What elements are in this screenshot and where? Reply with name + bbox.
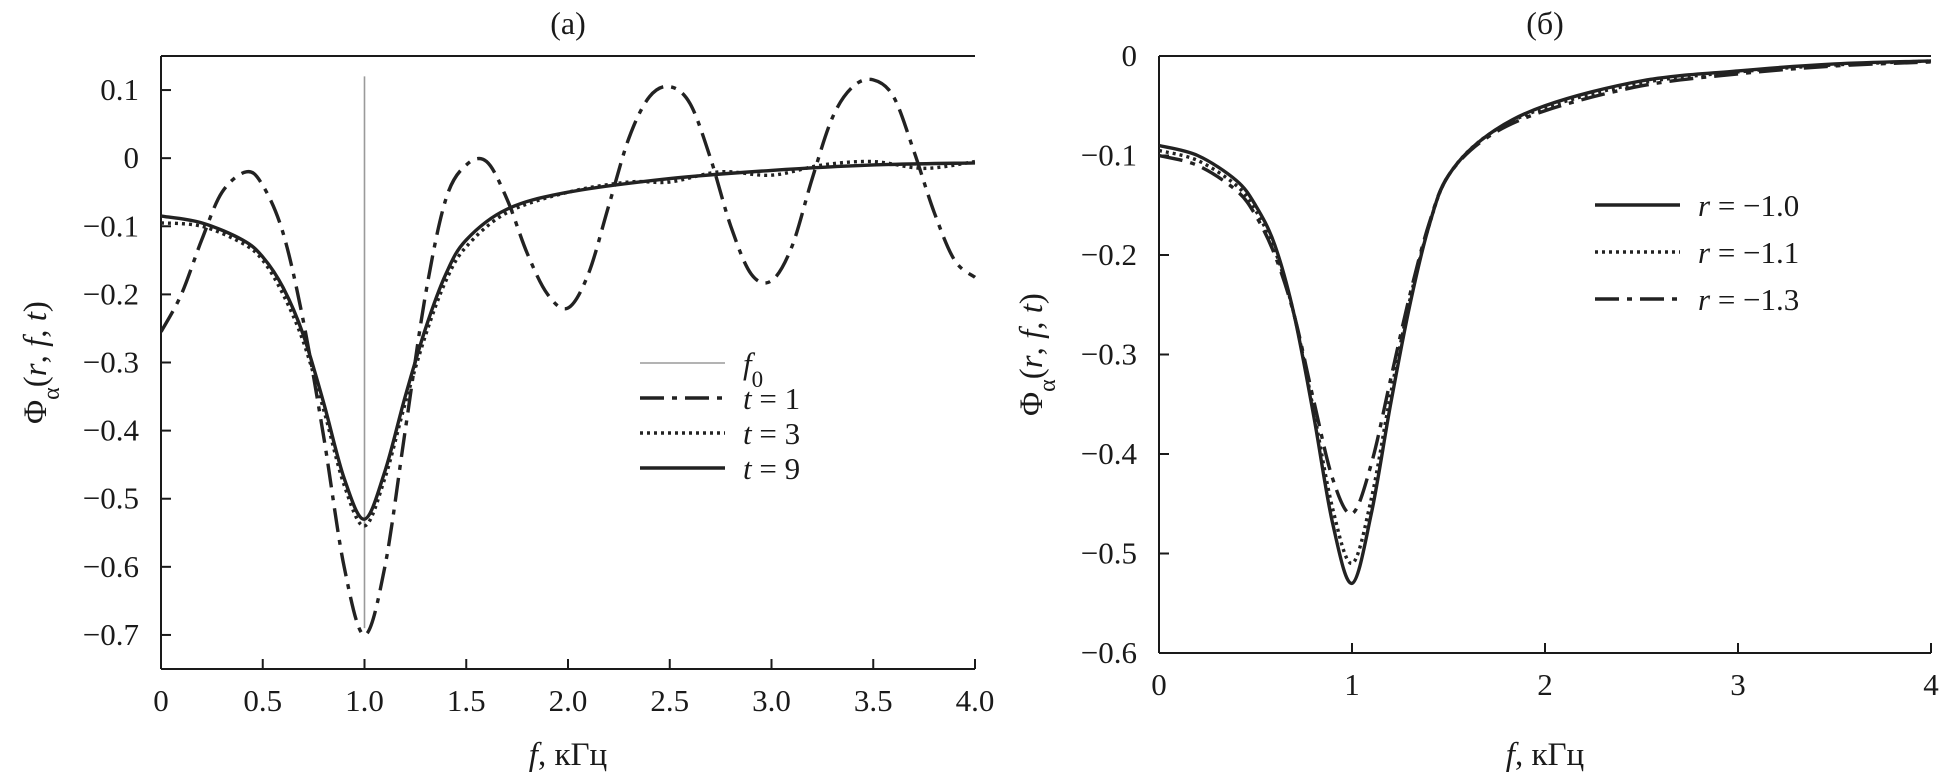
series-line-1 [161,77,977,637]
y-tick-label: 0 [1122,38,1138,73]
x-tick-label: 2.0 [549,683,588,718]
series-line-2 [1159,59,1932,566]
legend-item: r = −1.0 [1595,188,1799,223]
legend-item: r = −1.1 [1595,235,1799,270]
series-line-3 [161,161,976,521]
legend-item: t = 3 [640,416,800,451]
x-tick-label: 1.0 [345,683,384,718]
series-line-3 [1159,60,1932,516]
chart-title: (б) [1526,5,1564,41]
y-tick-label: −0.6 [83,549,139,584]
legend-item: t = 1 [640,381,800,416]
legend: f0t = 1t = 3t = 9 [640,346,800,486]
y-tick-label: −0.4 [1081,436,1138,471]
y-tick-label: −0.1 [1081,138,1137,173]
x-axis-label: f, кГц [529,737,607,773]
legend-label: r = −1.1 [1698,235,1799,270]
x-axis-label: f, кГц [1506,737,1584,773]
plot-area [161,76,977,637]
chart-title: (a) [550,5,586,41]
x-tick-label: 1 [1344,667,1360,702]
legend: r = −1.0 r = −1.1 r = −1.3 [1595,188,1799,317]
y-tick-label: −0.4 [83,413,140,448]
y-tick-label: −0.5 [1081,536,1137,571]
legend-label: t = 3 [743,416,800,451]
x-tick-label: 2.5 [650,683,689,718]
y-tick-label: −0.2 [1081,237,1137,272]
y-tick-label: −0.7 [83,617,139,652]
legend-item: t = 9 [640,451,800,486]
legend-label: t = 1 [743,381,800,416]
legend-item: r = −1.3 [1595,282,1799,317]
y-axis-label: Φα(r, f, t) [1014,293,1061,416]
x-tick-label: 2 [1537,667,1553,702]
series-line-1 [1159,59,1932,586]
y-tick-label: −0.5 [83,481,139,516]
x-tick-label: 3 [1730,667,1746,702]
plot-area [1159,59,1932,586]
legend-label: r = −1.3 [1698,282,1799,317]
x-tick-label: 0 [1151,667,1167,702]
y-tick-label: −0.1 [83,208,139,243]
series-line-2 [161,159,976,528]
x-tick-label: 0 [153,683,169,718]
chart-panel-2: (б) 0 1 2 3 4 0 −0.1 −0.2 −0.3 −0.4 −0.5 −0.6 f, кГц Φ… [1014,5,1939,773]
y-tick-label: −0.2 [83,276,139,311]
y-tick-label: 0.1 [100,72,139,107]
y-axis-label: Φα(r, f, t) [18,301,65,424]
y-tick-label: −0.6 [1081,635,1137,670]
y-tick-label: 0 [124,140,140,175]
x-tick-label: 4 [1923,667,1939,702]
y-tick-label: −0.3 [1081,337,1137,372]
x-tick-label: 4.0 [956,683,995,718]
x-tick-label: 0.5 [243,683,282,718]
y-tick-label: −0.3 [83,345,139,380]
legend-label: t = 9 [743,451,800,486]
x-tick-label: 1.5 [447,683,486,718]
legend-label: r = −1.0 [1698,188,1799,223]
x-tick-label: 3.5 [854,683,893,718]
x-tick-label: 3.0 [752,683,791,718]
chart-panel-1: (a) 0 0.5 1.0 1.5 2.0 2.5 3.0 3.5 4.0 0.1 0 −0.1 −0.2… [18,5,994,773]
